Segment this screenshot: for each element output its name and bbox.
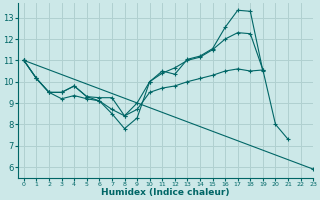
X-axis label: Humidex (Indice chaleur): Humidex (Indice chaleur)	[101, 188, 230, 197]
